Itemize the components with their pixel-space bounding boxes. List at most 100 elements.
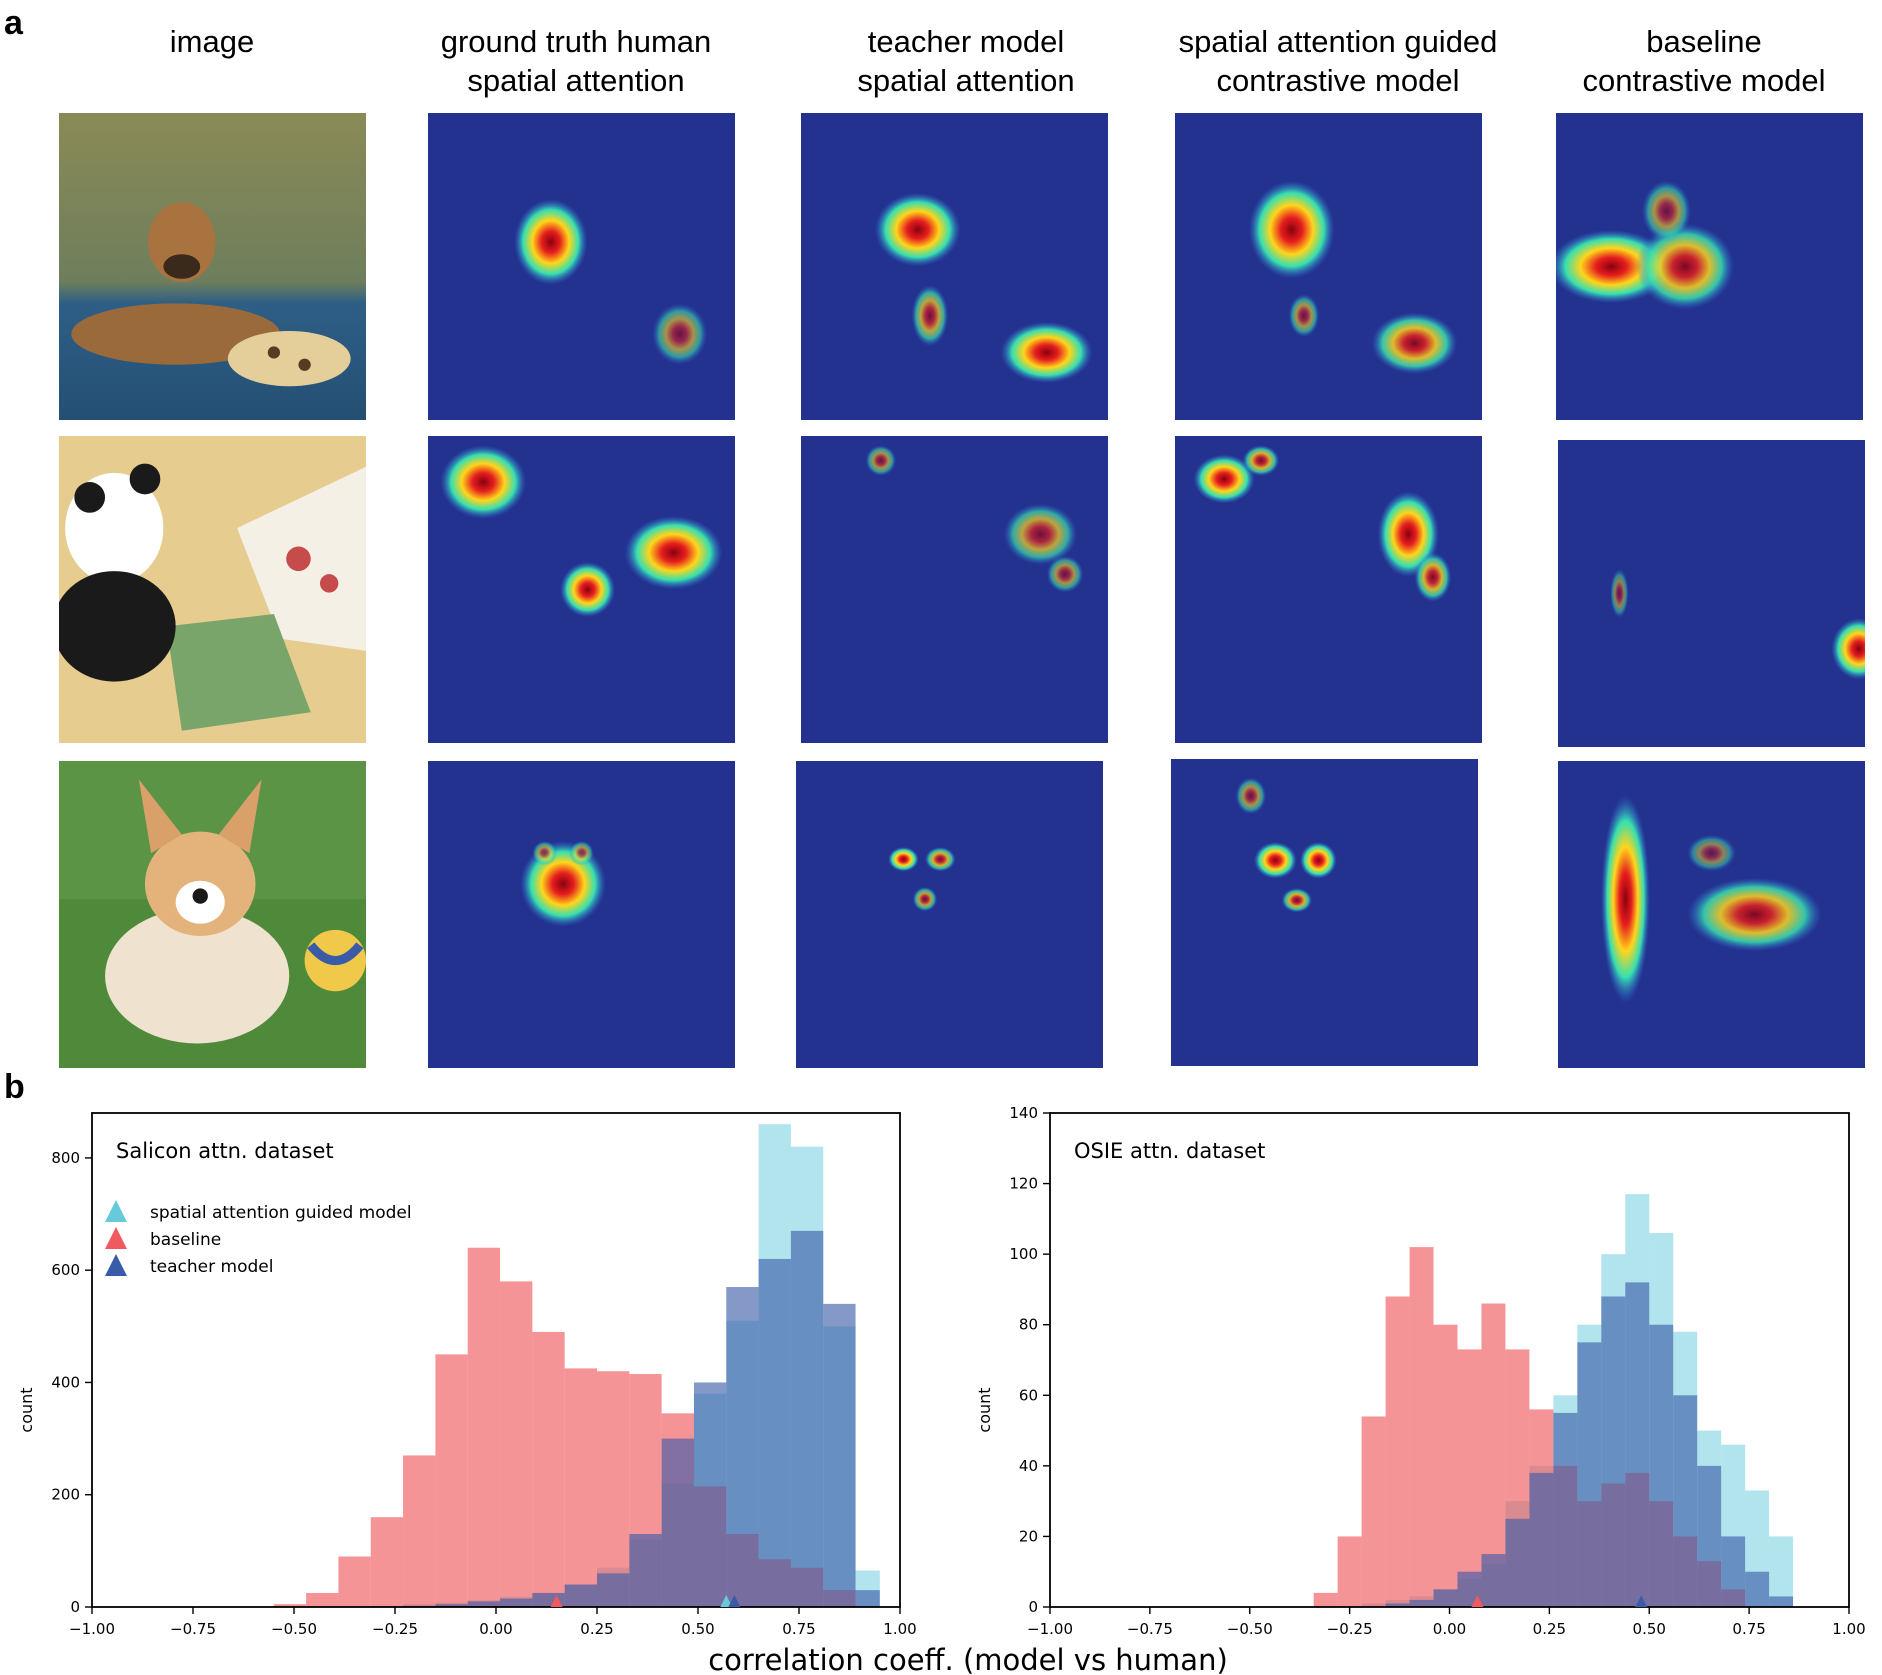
column-header-line: ground truth human — [440, 24, 712, 59]
histogram-bar — [467, 1247, 501, 1607]
histogram-bar — [597, 1573, 630, 1607]
y-tick-label: 200 — [51, 1486, 80, 1504]
histogram-bar — [1361, 1416, 1386, 1607]
histogram-bar — [1577, 1342, 1602, 1607]
mean-marker — [1471, 1595, 1484, 1607]
histogram-bar — [1721, 1536, 1746, 1607]
histogram-bar — [370, 1517, 404, 1607]
histogram-osie: −1.00 −0.75 −0.50 −0.25 0.00 0.25 0.50 0.75 1.00… — [975, 1104, 1866, 1638]
histogram-bar — [1529, 1472, 1554, 1607]
histogram-bar — [500, 1598, 533, 1607]
histogram-bar — [597, 1371, 630, 1607]
histogram-bar — [629, 1534, 662, 1607]
y-axis-label: count — [975, 1387, 994, 1432]
histogram-figure: −1.00 −0.75 −0.50 −0.25 0.00 0.25 0.50 0.75 1.00… — [17, 1104, 1866, 1675]
chart-title: OSIE attn. dataset — [1074, 1139, 1265, 1163]
x-tick-label: 0.00 — [1433, 1620, 1466, 1638]
y-tick-label: 80 — [1019, 1316, 1038, 1334]
y-tick-label: 100 — [1009, 1245, 1038, 1263]
mean-marker — [720, 1595, 733, 1607]
histogram-bar — [1433, 1324, 1458, 1607]
heatmap-guided-puppy — [1175, 113, 1482, 420]
heatmap-guided-corgi — [1171, 759, 1478, 1066]
histogram-bar — [467, 1601, 501, 1607]
histogram-bar — [1745, 1571, 1770, 1607]
histogram-bar — [790, 1230, 824, 1607]
y-tick-label: 60 — [1019, 1386, 1038, 1404]
histogram-bar — [306, 1592, 339, 1607]
column-header-line: spatial attention guided — [1178, 24, 1498, 59]
mean-marker — [1635, 1595, 1648, 1607]
histogram-bar — [1625, 1282, 1650, 1607]
histogram-bar — [823, 1303, 856, 1607]
x-tick-label: −1.00 — [69, 1620, 115, 1638]
x-tick-label: 0.25 — [1533, 1620, 1566, 1638]
histogram-bar — [1553, 1412, 1578, 1607]
photo-panda — [59, 436, 366, 743]
x-tick-label: 1.00 — [883, 1620, 916, 1638]
heatmap-guided-panda — [1175, 436, 1482, 743]
histogram-bar — [1769, 1596, 1794, 1607]
heatmap-baseline-panda — [1558, 440, 1865, 747]
column-header-baseline: baseline contrastive model — [1524, 22, 1882, 100]
panel-label-b: b — [4, 1068, 25, 1106]
column-header-line: spatial attention — [467, 63, 685, 98]
heatmap-baseline-corgi — [1558, 761, 1865, 1068]
histogram-bar — [500, 1281, 533, 1607]
legend-marker — [105, 1200, 127, 1222]
heatmap-human-puppy — [428, 113, 735, 420]
x-tick-label: 0.75 — [782, 1620, 815, 1638]
histogram-bar — [693, 1382, 727, 1607]
y-tick-label: 120 — [1009, 1175, 1038, 1193]
shared-x-axis-label: correlation coeff. (model vs human) — [708, 1643, 1228, 1675]
histogram-bar — [661, 1438, 694, 1607]
legend-label: teacher model — [150, 1257, 273, 1277]
histogram-bar — [1385, 1603, 1410, 1607]
histogram-bar — [726, 1287, 759, 1607]
x-tick-label: −0.75 — [1127, 1620, 1173, 1638]
histogram-bar — [1457, 1571, 1482, 1607]
histogram-bar — [1649, 1324, 1674, 1607]
histogram-bar — [273, 1604, 307, 1607]
histogram-bar — [1433, 1589, 1458, 1607]
legend-label: baseline — [150, 1230, 221, 1250]
histogram-bar — [1409, 1247, 1434, 1607]
histogram-bar — [1505, 1518, 1530, 1607]
column-header-guided: spatial attention guided contrastive mod… — [1158, 22, 1518, 100]
heatmap-human-panda — [428, 436, 735, 743]
y-tick-label: 0 — [70, 1598, 80, 1616]
histogram-bar — [758, 1258, 791, 1607]
column-header-line: contrastive model — [1582, 63, 1826, 98]
histogram-bar — [338, 1556, 371, 1607]
legend-label: spatial attention guided model — [150, 1203, 412, 1223]
x-tick-label: 1.00 — [1832, 1620, 1865, 1638]
histogram-bar — [435, 1604, 468, 1607]
histogram-bar — [1697, 1465, 1722, 1607]
column-header-line: contrastive model — [1216, 63, 1460, 98]
heatmap-teacher-puppy — [801, 113, 1108, 420]
mean-marker — [728, 1595, 741, 1607]
histogram-bar — [1769, 1536, 1794, 1607]
x-tick-label: −0.75 — [170, 1620, 216, 1638]
legend-marker — [105, 1254, 127, 1276]
y-tick-label: 20 — [1019, 1527, 1038, 1545]
photo-corgi — [59, 761, 366, 1068]
histogram-bar — [1457, 1349, 1482, 1607]
histogram-bar — [532, 1331, 565, 1607]
series-teacher-model — [1385, 1282, 1794, 1607]
histogram-bar — [1673, 1395, 1698, 1607]
y-axis-label: count — [17, 1387, 36, 1432]
x-tick-label: −1.00 — [1027, 1620, 1073, 1638]
heatmap-baseline-puppy — [1556, 113, 1863, 420]
histogram-bar — [564, 1584, 597, 1607]
mean-marker — [550, 1595, 563, 1607]
x-tick-label: −0.25 — [372, 1620, 418, 1638]
x-tick-label: 0.50 — [681, 1620, 714, 1638]
histogram-salicon: −1.00 −0.75 −0.50 −0.25 0.00 0.25 0.50 0.75 1.00… — [17, 1112, 917, 1638]
histogram-bar — [1601, 1296, 1626, 1607]
column-header-image: image — [32, 22, 392, 61]
legend-marker — [105, 1227, 127, 1249]
x-tick-label: 0.25 — [580, 1620, 613, 1638]
column-header-line: spatial attention — [857, 63, 1075, 98]
y-tick-label: 0 — [1028, 1598, 1038, 1616]
